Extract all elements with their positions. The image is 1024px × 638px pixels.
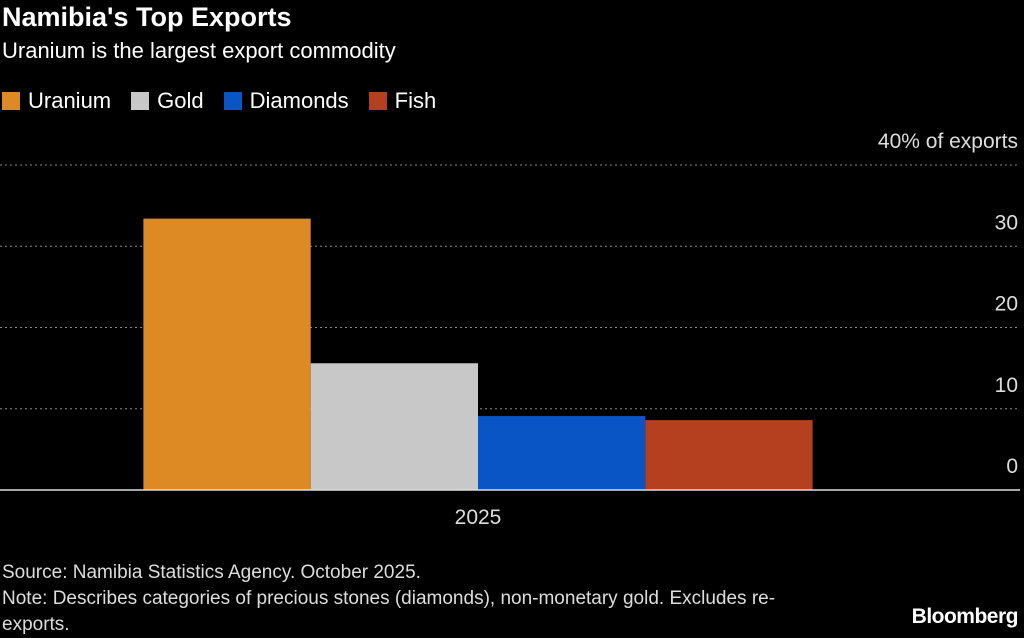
- legend: Uranium Gold Diamonds Fish: [2, 88, 436, 114]
- legend-item: Fish: [368, 88, 437, 114]
- legend-item: Gold: [131, 88, 204, 114]
- bar: [310, 363, 478, 490]
- chart-subtitle: Uranium is the largest export commodity: [2, 38, 396, 63]
- legend-item: Uranium: [2, 88, 111, 114]
- legend-label: Diamonds: [249, 88, 349, 113]
- bar: [143, 218, 311, 490]
- y-tick-label: 40% of exports: [878, 130, 1018, 153]
- note: Note: Describes categories of precious s…: [2, 588, 776, 635]
- y-tick-label: 0: [1006, 455, 1018, 478]
- legend-swatch: [2, 92, 20, 110]
- legend-swatch: [368, 92, 387, 110]
- legend-swatch: [131, 92, 150, 110]
- y-tick-label: 30: [995, 211, 1018, 234]
- source: Source: Namibia Statistics Agency. Octob…: [2, 562, 421, 583]
- y-tick-label: 20: [995, 293, 1018, 316]
- chart-title: Namibia's Top Exports: [2, 2, 292, 32]
- brand: Bloomberg: [911, 605, 1019, 628]
- x-tick-label: 2025: [455, 506, 502, 529]
- bar: [645, 420, 813, 490]
- bar: [478, 416, 646, 490]
- footnotes: Source: Namibia Statistics Agency. Octob…: [2, 560, 822, 638]
- legend-label: Gold: [157, 88, 204, 113]
- legend-label: Uranium: [28, 88, 112, 113]
- y-tick-label: 10: [995, 374, 1018, 397]
- legend-item: Diamonds: [223, 88, 349, 114]
- legend-swatch: [223, 92, 242, 110]
- legend-label: Fish: [394, 88, 437, 113]
